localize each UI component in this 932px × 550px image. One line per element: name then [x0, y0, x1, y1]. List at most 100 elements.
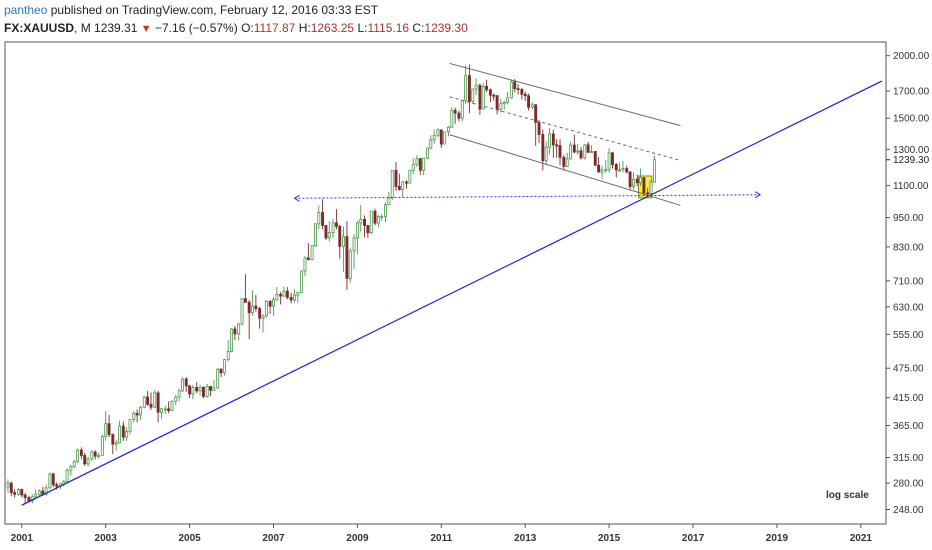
candle-body [506, 97, 510, 103]
candle-body [436, 129, 440, 136]
candle-body [44, 487, 48, 495]
candle-body [139, 406, 142, 416]
candle-body [296, 292, 300, 296]
y-tick-label: 248.00 [893, 505, 924, 516]
open-value: 1117.87 [253, 21, 296, 35]
symbol-name: FX:XAUUSD [4, 21, 75, 35]
candle-body [565, 158, 569, 167]
candle-body [471, 88, 475, 102]
x-tick-label: 2003 [95, 533, 118, 544]
candle-body [226, 351, 230, 361]
candle-body [628, 171, 632, 188]
candle-body [167, 408, 171, 411]
candle-body [324, 225, 328, 239]
candle-body [408, 170, 412, 184]
candle-body [83, 455, 87, 465]
candle-body [258, 308, 262, 319]
candle-body [366, 225, 370, 234]
candle-body [142, 396, 146, 408]
candle-body [121, 425, 125, 438]
candle-body [317, 212, 321, 225]
price-change: −7.16 (−0.57%) [155, 21, 238, 35]
candle-body [233, 328, 237, 335]
y-tick-label: 1500.00 [893, 114, 930, 125]
candle-body [177, 390, 181, 398]
candle-body [261, 315, 265, 319]
candle-body [272, 299, 275, 307]
x-tick-label: 2007 [262, 533, 285, 544]
candle-body [639, 177, 643, 184]
candle-body [170, 400, 174, 411]
x-tick-label: 2013 [514, 533, 537, 544]
candle-body [355, 222, 359, 239]
candle-body [415, 158, 419, 165]
candle-body [478, 84, 482, 110]
y-tick-label: 1300.00 [893, 145, 930, 156]
candle-body [90, 451, 94, 460]
candle-body [373, 210, 377, 224]
candle-body [359, 218, 363, 224]
candle-body [590, 151, 593, 153]
candle-body [614, 164, 618, 171]
y-tick-label: 630.00 [893, 302, 924, 313]
candle-body [499, 103, 503, 110]
candle-body [579, 150, 583, 159]
publication-line: pantheo published on TradingView.com, Fe… [4, 3, 378, 17]
candle-body [135, 412, 139, 416]
candle-body [548, 133, 551, 148]
candle-body [160, 408, 163, 413]
candle-body [363, 218, 366, 226]
down-arrow-icon: ▼ [140, 23, 152, 35]
candle-body [153, 392, 157, 408]
candle-body [551, 133, 555, 146]
candle-body [338, 226, 342, 247]
x-tick-label: 2009 [346, 533, 369, 544]
candle-body [237, 323, 241, 335]
candle-body [604, 169, 608, 172]
candle-body [352, 237, 356, 252]
y-tick-label: 950.00 [893, 213, 924, 224]
author-link[interactable]: pantheo [4, 3, 48, 17]
candle-body [642, 177, 646, 194]
candle-body [275, 294, 279, 301]
candle-body [41, 490, 45, 495]
candle-body [282, 290, 286, 297]
candle-body [6, 482, 10, 488]
candle-body [313, 223, 317, 247]
candle-body [240, 298, 244, 325]
interval-label: M [80, 21, 91, 35]
candle-body [509, 81, 513, 99]
y-tick-label: 555.00 [893, 330, 924, 341]
candle-body [86, 458, 90, 465]
candle-body [411, 164, 415, 171]
candle-body [146, 396, 150, 405]
candle-body [327, 232, 331, 239]
plot-frame [4, 41, 887, 525]
trendline-horizontal-support [294, 194, 761, 199]
arrowhead-right-icon [754, 191, 762, 199]
candle-body [520, 89, 524, 95]
candle-body [453, 109, 457, 114]
candle-body [576, 150, 580, 153]
candle-body [418, 158, 422, 171]
y-tick-label: 315.00 [893, 453, 924, 464]
candle-body [20, 489, 24, 496]
candle-body [201, 386, 205, 397]
candle-body [384, 204, 387, 217]
trendline-channel-middle [449, 96, 681, 161]
candle-body [443, 131, 447, 145]
candle-body [534, 104, 538, 123]
trendline-channel-lower [449, 134, 681, 206]
candle-body [34, 493, 38, 498]
candle-body [345, 236, 349, 279]
low-value: 1115.16 [367, 21, 410, 35]
candle-body [583, 144, 587, 159]
candle-body [331, 222, 335, 233]
candle-body [285, 290, 289, 298]
high-label: H: [298, 21, 311, 35]
candle-body [174, 396, 178, 402]
candle-body [646, 192, 650, 195]
candle-body [268, 300, 272, 307]
candle-body [397, 186, 401, 190]
